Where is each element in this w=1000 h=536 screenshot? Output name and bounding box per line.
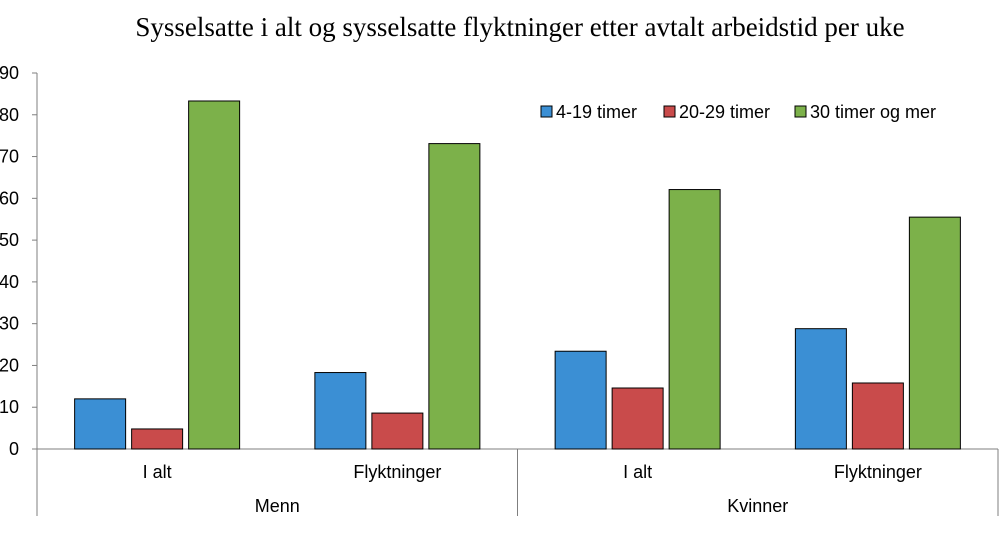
bar: [794, 328, 847, 450]
x-tick-label: Flyktninger: [834, 462, 922, 482]
legend-label: 20-29 timer: [679, 102, 770, 122]
y-tick-label: 70: [0, 147, 19, 167]
y-tick-label: 80: [0, 105, 19, 125]
bar: [371, 412, 424, 450]
y-tick-label: 40: [0, 272, 19, 292]
legend-swatch: [540, 105, 553, 118]
bar: [554, 350, 607, 450]
legend: 4-19 timer 20-29 timer 30 timer og mer: [540, 102, 936, 122]
bar: [611, 387, 664, 450]
y-tick-label: 90: [0, 63, 19, 83]
bar: [428, 143, 481, 450]
x-tick-label: Flyktninger: [353, 462, 441, 482]
y-tick-label: 60: [0, 188, 19, 208]
y-tick-label: 0: [9, 439, 19, 459]
legend-label: 30 timer og mer: [810, 102, 936, 122]
x-tick-label: I alt: [623, 462, 652, 482]
legend-swatch: [794, 105, 807, 118]
legend-label: 4-19 timer: [556, 102, 637, 122]
y-tick-label: 30: [0, 314, 19, 334]
y-tick-label: 50: [0, 230, 19, 250]
bar: [74, 398, 127, 450]
bar: [314, 372, 367, 450]
chart-title: Sysselsatte i alt og sysselsatte flyktni…: [135, 12, 905, 42]
x-tick-label: I alt: [143, 462, 172, 482]
bar: [908, 216, 961, 450]
group-label: Kvinner: [727, 496, 788, 516]
bar: [188, 100, 241, 450]
axes: 0 10 20 30 40 50 60 70 80 90 I alt Flyktninger I alt…: [0, 63, 999, 516]
bars: [74, 100, 961, 450]
bar: [668, 189, 721, 450]
group-label: Menn: [255, 496, 300, 516]
y-tick-label: 10: [0, 397, 19, 417]
bar: [851, 382, 904, 450]
y-tick-label: 20: [0, 355, 19, 375]
legend-swatch: [663, 105, 676, 118]
bar: [131, 428, 184, 450]
